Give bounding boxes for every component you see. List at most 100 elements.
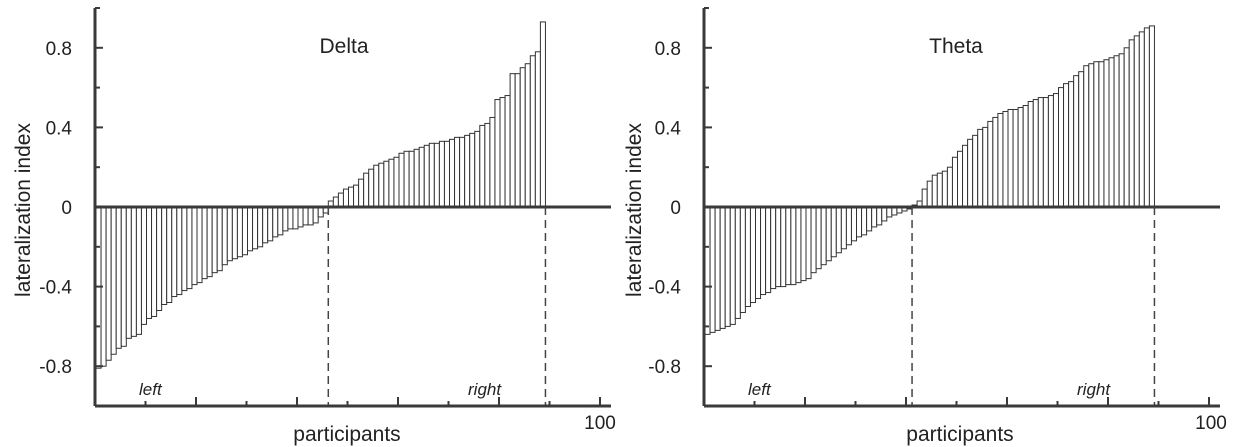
theta-bar <box>1063 83 1070 208</box>
delta-bar <box>277 206 284 236</box>
theta-bar <box>1037 97 1044 208</box>
theta-bar <box>967 138 974 208</box>
delta-bar <box>282 206 289 232</box>
theta-bar <box>1093 61 1100 208</box>
theta-bar <box>1068 81 1075 208</box>
theta-bar <box>921 188 928 208</box>
theta-bar <box>1133 35 1140 208</box>
delta-x-axis-label: participants <box>293 423 400 446</box>
theta-bar <box>1007 108 1014 208</box>
delta-bar <box>514 73 521 208</box>
delta-bar <box>125 206 132 339</box>
theta-bar <box>1042 97 1049 208</box>
theta-bar <box>704 206 711 335</box>
theta-bar <box>1138 31 1145 208</box>
delta-y-tick-label: 0.4 <box>46 118 73 139</box>
theta-bar <box>1103 59 1110 208</box>
theta-bar <box>765 206 772 294</box>
theta-bar <box>1078 71 1085 208</box>
theta-bar <box>790 206 797 286</box>
delta-bar <box>358 178 365 208</box>
delta-bar <box>257 206 264 248</box>
delta-bar <box>373 164 380 208</box>
theta-bar <box>1058 87 1065 208</box>
delta-bar <box>236 206 243 258</box>
delta-chart-panel: -0.8 -0.4 0 0.4 0.8 Delta participants later… <box>12 7 616 446</box>
theta-bar <box>1118 53 1125 208</box>
theta-bar <box>800 206 807 282</box>
delta-bar <box>302 206 309 226</box>
theta-bar <box>1083 65 1090 208</box>
delta-bar <box>120 206 127 347</box>
delta-bar <box>135 206 142 335</box>
delta-bar <box>418 146 425 208</box>
theta-bar <box>1047 95 1054 208</box>
delta-bar <box>337 192 344 208</box>
theta-bar <box>871 206 878 228</box>
theta-bar <box>734 206 741 319</box>
delta-bar <box>348 186 355 208</box>
delta-bar <box>433 142 440 208</box>
theta-bar <box>795 206 802 284</box>
theta-left-label: left <box>748 380 772 399</box>
delta-bar <box>130 206 137 337</box>
delta-bar <box>494 99 501 208</box>
theta-bar <box>805 206 812 280</box>
delta-bar <box>428 142 435 208</box>
delta-bar <box>423 144 430 208</box>
theta-axes <box>702 7 1220 408</box>
delta-bar <box>140 206 147 325</box>
delta-bar <box>469 132 476 208</box>
delta-bar <box>443 140 451 208</box>
delta-bar <box>221 206 228 266</box>
theta-y-tick-label: -0.8 <box>648 357 681 378</box>
delta-y-tick-label: 0.8 <box>46 39 72 60</box>
theta-bar <box>1088 63 1095 208</box>
theta-bar <box>1002 110 1009 208</box>
theta-bar <box>1123 47 1130 208</box>
theta-x-tick-label-100: 100 <box>1195 413 1227 434</box>
delta-bar <box>156 206 163 311</box>
theta-bar <box>775 206 782 288</box>
delta-bar <box>241 206 248 256</box>
theta-bar <box>1143 27 1150 208</box>
delta-bar <box>181 206 188 292</box>
theta-x-axis-label: participants <box>906 423 1013 446</box>
theta-bar <box>830 206 837 258</box>
theta-bar <box>866 206 873 232</box>
theta-bar <box>1027 101 1034 208</box>
delta-bar <box>378 162 385 208</box>
theta-bar <box>755 206 762 300</box>
delta-y-axis-label: lateralization index <box>12 123 35 297</box>
delta-axes <box>93 7 611 408</box>
delta-bar <box>519 67 526 208</box>
delta-bar <box>539 21 546 208</box>
delta-bar <box>272 206 279 238</box>
theta-bar <box>719 206 726 329</box>
theta-bar <box>1148 25 1155 208</box>
delta-bar <box>297 206 304 228</box>
delta-bar <box>449 138 456 208</box>
theta-bar <box>1108 57 1115 208</box>
delta-y-tick-label: -0.4 <box>39 278 72 299</box>
theta-bar <box>931 174 938 208</box>
delta-bar <box>216 206 223 272</box>
theta-bar <box>1098 61 1105 208</box>
delta-bar <box>186 206 193 290</box>
delta-bar <box>312 206 319 224</box>
delta-bar <box>484 122 491 208</box>
delta-bar <box>363 172 370 208</box>
theta-bar <box>997 112 1004 208</box>
delta-bar <box>413 148 420 208</box>
theta-bar <box>957 150 964 208</box>
delta-bar <box>524 63 531 208</box>
theta-y-tick-label: 0.8 <box>655 39 681 60</box>
delta-bar <box>438 140 445 208</box>
delta-bar <box>479 124 486 208</box>
theta-bar <box>1012 108 1019 208</box>
delta-bar <box>161 206 168 306</box>
theta-bar <box>810 206 817 274</box>
delta-bar <box>509 73 516 208</box>
delta-bar <box>464 134 471 208</box>
